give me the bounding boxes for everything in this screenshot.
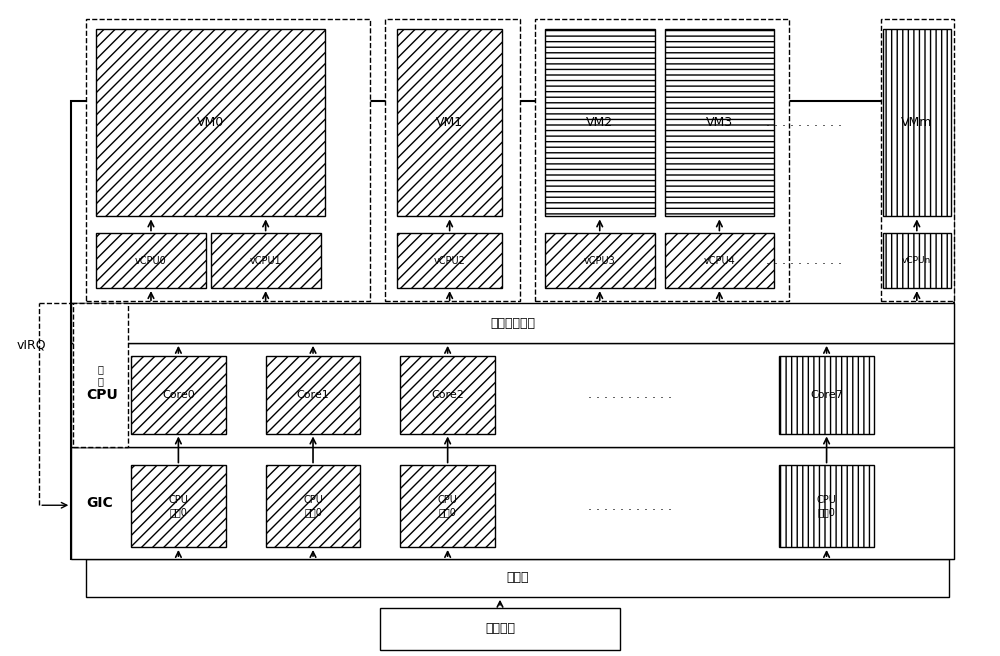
FancyBboxPatch shape [397, 30, 502, 216]
Text: Core0: Core0 [162, 390, 195, 400]
FancyBboxPatch shape [96, 234, 206, 288]
FancyBboxPatch shape [131, 465, 226, 547]
FancyBboxPatch shape [400, 356, 495, 434]
Text: . . . . . . . . . . .: . . . . . . . . . . . [588, 388, 672, 401]
FancyBboxPatch shape [86, 559, 949, 597]
FancyBboxPatch shape [779, 465, 874, 547]
FancyBboxPatch shape [71, 101, 954, 559]
Text: . . . . . . . . . .: . . . . . . . . . . [766, 116, 842, 129]
FancyBboxPatch shape [73, 303, 128, 447]
Text: Core2: Core2 [431, 390, 464, 400]
Text: CPU
接口0: CPU 接口0 [168, 495, 188, 517]
Text: . . . . . . . . . .: . . . . . . . . . . [766, 255, 842, 267]
FancyBboxPatch shape [665, 30, 774, 216]
FancyBboxPatch shape [266, 356, 360, 434]
Text: VM0: VM0 [197, 116, 224, 129]
Text: vIRQ: vIRQ [16, 339, 46, 352]
Text: vCPU0: vCPU0 [135, 256, 167, 266]
FancyBboxPatch shape [883, 234, 951, 288]
Text: VM1: VM1 [436, 116, 463, 129]
Text: vCPU1: vCPU1 [250, 256, 282, 266]
Text: Core1: Core1 [297, 390, 329, 400]
Text: VMm: VMm [901, 116, 933, 129]
Text: 分配器: 分配器 [506, 571, 529, 584]
Text: 虚拟机监视器: 虚拟机监视器 [490, 317, 535, 329]
FancyBboxPatch shape [665, 234, 774, 288]
Text: CPU
接口0: CPU 接口0 [438, 495, 458, 517]
Text: CPU
接口0: CPU 接口0 [303, 495, 323, 517]
FancyBboxPatch shape [211, 234, 321, 288]
Text: 中断信号: 中断信号 [485, 623, 515, 635]
FancyBboxPatch shape [545, 234, 655, 288]
Text: vCPU3: vCPU3 [584, 256, 616, 266]
FancyBboxPatch shape [266, 465, 360, 547]
FancyBboxPatch shape [131, 356, 226, 434]
Text: vCPUn: vCPUn [902, 256, 931, 265]
FancyBboxPatch shape [400, 465, 495, 547]
Text: CPU
接口0: CPU 接口0 [817, 495, 837, 517]
FancyBboxPatch shape [397, 234, 502, 288]
FancyBboxPatch shape [71, 303, 954, 343]
Text: VM2: VM2 [586, 116, 613, 129]
FancyBboxPatch shape [881, 19, 954, 301]
Text: CPU: CPU [86, 388, 118, 402]
Text: vCPU2: vCPU2 [434, 256, 466, 266]
FancyBboxPatch shape [535, 19, 789, 301]
FancyBboxPatch shape [385, 19, 520, 301]
Text: . . . . . . . . . . .: . . . . . . . . . . . [588, 500, 672, 513]
FancyBboxPatch shape [380, 608, 620, 649]
Text: VM3: VM3 [706, 116, 733, 129]
FancyBboxPatch shape [779, 356, 874, 434]
Text: GIC: GIC [86, 496, 113, 510]
Text: vCPU4: vCPU4 [704, 256, 735, 266]
FancyBboxPatch shape [96, 30, 325, 216]
Text: Core7: Core7 [810, 390, 843, 400]
Text: 配
置: 配 置 [98, 365, 104, 386]
FancyBboxPatch shape [71, 447, 954, 559]
FancyBboxPatch shape [86, 19, 370, 301]
FancyBboxPatch shape [883, 30, 951, 216]
FancyBboxPatch shape [71, 343, 954, 447]
FancyBboxPatch shape [545, 30, 655, 216]
